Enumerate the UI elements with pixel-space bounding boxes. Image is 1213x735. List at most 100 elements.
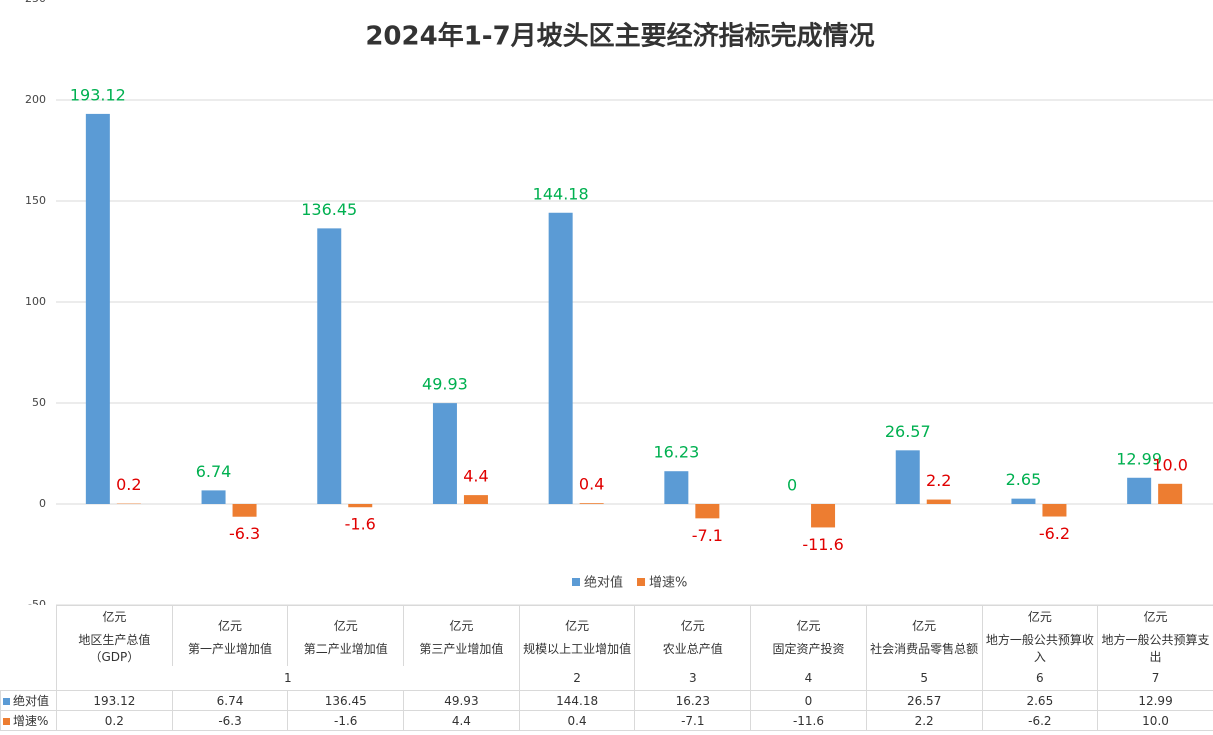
data-label: 2.65 [1006, 470, 1042, 489]
series-name: 绝对值 [13, 694, 50, 708]
category-cell: 亿元 第一产业增加值 [171, 605, 289, 666]
table-row: 绝对值 193.12 6.74 136.45 49.93 144.18 16.23 0 26.5… [0, 690, 1213, 711]
table-value: -11.6 [750, 710, 867, 731]
legend-swatch [572, 578, 580, 586]
bar [1158, 483, 1183, 504]
bar [579, 503, 604, 504]
category-cell: 亿元地方一般公共预算收入 [981, 605, 1099, 666]
y-tick-label: 50 [32, 396, 46, 409]
category-unit: 亿元 [680, 618, 705, 633]
category-unit: 亿元 [333, 618, 358, 633]
table-value: 6.74 [171, 690, 289, 711]
category-cell: 亿元地区生产总值（GDP） [56, 605, 173, 666]
table-value: 16.23 [634, 690, 752, 711]
table-value: -6.2 [981, 710, 1099, 731]
table-value: 144.18 [518, 690, 636, 711]
series-header: 增速% [0, 710, 57, 731]
category-name: 地区生产总值（GDP） [78, 633, 151, 665]
y-tick-label: 200 [25, 93, 46, 106]
category-unit: 亿元 [1027, 610, 1052, 625]
data-label: 10.0 [1152, 455, 1188, 474]
category-unit: 亿元 [796, 618, 821, 633]
data-label: 0.2 [116, 475, 141, 494]
legend-swatch [3, 698, 10, 705]
legend-swatch [3, 718, 10, 725]
y-tick-label: 150 [25, 194, 46, 207]
data-table: 亿元 地区生产总值（GDP） 亿元 第一产业增加值 亿元 第二产业增加值 亿元 第三产业增加值… [0, 605, 1213, 731]
data-label: -1.6 [345, 515, 376, 534]
data-label: -6.3 [229, 524, 260, 543]
bar [695, 504, 720, 519]
y-tick-label: 0 [39, 497, 46, 510]
legend-label: 增速% [649, 576, 687, 591]
category-cell: 亿元 第三产业增加值 [403, 605, 520, 666]
category-unit: 亿元 [565, 618, 590, 633]
series-name: 增速% [13, 714, 49, 728]
bar [348, 504, 373, 508]
data-label: 136.45 [301, 200, 357, 219]
legend-swatch [637, 578, 646, 586]
category-unit: 亿元 [218, 618, 243, 633]
table-value: 0.2 [56, 710, 173, 731]
category-unit: 亿元 [1143, 610, 1168, 625]
table-row: 增速% 0.2 -6.3 -1.6 4.4 0.4 -7.1 -11.6 2.2 -6.2 10.0 [0, 710, 1213, 731]
table-value: 136.45 [287, 690, 405, 711]
group-label: 3 [634, 665, 752, 691]
category-unit: 亿元 [912, 618, 937, 633]
data-label: 0.4 [579, 475, 604, 494]
table-value: 26.57 [865, 690, 983, 711]
bar [432, 403, 457, 504]
table-value: 10.0 [1097, 710, 1213, 731]
data-label: 144.18 [533, 184, 589, 203]
table-value: 4.4 [403, 710, 520, 731]
bar [811, 504, 836, 528]
bar [463, 495, 488, 504]
table-value: 0 [750, 690, 867, 711]
legend-label: 绝对值 [584, 575, 623, 591]
group-label: 5 [865, 665, 983, 691]
bar [317, 228, 342, 504]
category-cell: 亿元 社会消费品零售总额 [865, 605, 983, 666]
category-name: 固定资产投资 [772, 641, 845, 656]
bar [548, 212, 573, 504]
table-value: 12.99 [1097, 690, 1213, 711]
data-label: 193.12 [70, 85, 126, 104]
data-label: 0 [787, 476, 797, 495]
bar [201, 490, 226, 504]
table-value: 0.4 [518, 710, 636, 731]
data-label: 4.4 [463, 467, 488, 486]
category-unit: 亿元 [102, 610, 127, 625]
category-name: 第二产业增加值 [303, 641, 388, 656]
category-cell: 亿元 固定资产投资 [750, 605, 867, 666]
bar [232, 504, 257, 517]
bar [85, 113, 110, 505]
chart-title: 2024年1-7月坡头区主要经济指标完成情况 [365, 21, 874, 52]
data-label: -6.2 [1039, 524, 1070, 543]
data-label: 16.23 [653, 443, 699, 462]
group-label: 4 [750, 665, 867, 691]
table-value: 2.2 [865, 710, 983, 731]
bar [664, 471, 689, 504]
table-value: 193.12 [56, 690, 173, 711]
category-name: 地方一般公共预算收入 [985, 633, 1094, 665]
category-cell: 亿元 农业总产值 [634, 605, 752, 666]
table-value: 2.65 [981, 690, 1099, 711]
y-tick-label: -50 [28, 598, 46, 605]
y-tick-label: 100 [25, 295, 46, 308]
category-name: 第一产业增加值 [188, 641, 273, 656]
category-cell: 亿元地方一般公共预算支出 [1097, 605, 1213, 666]
data-label: -7.1 [692, 526, 723, 545]
table-row: 亿元 地区生产总值（GDP） 亿元 第一产业增加值 亿元 第二产业增加值 亿元 第三产业增加值… [0, 605, 1213, 666]
category-name: 规模以上工业增加值 [523, 641, 632, 656]
table-cell [0, 665, 57, 691]
bar [1011, 498, 1036, 504]
data-label: 26.57 [885, 422, 931, 441]
group-label: 6 [981, 665, 1099, 691]
y-tick-label: 250 [25, 0, 46, 5]
table-value: -6.3 [171, 710, 289, 731]
group-label: 1 [56, 665, 520, 691]
category-name: 地方一般公共预算支出 [1101, 633, 1210, 665]
bar [926, 499, 951, 504]
table-value: -1.6 [287, 710, 405, 731]
